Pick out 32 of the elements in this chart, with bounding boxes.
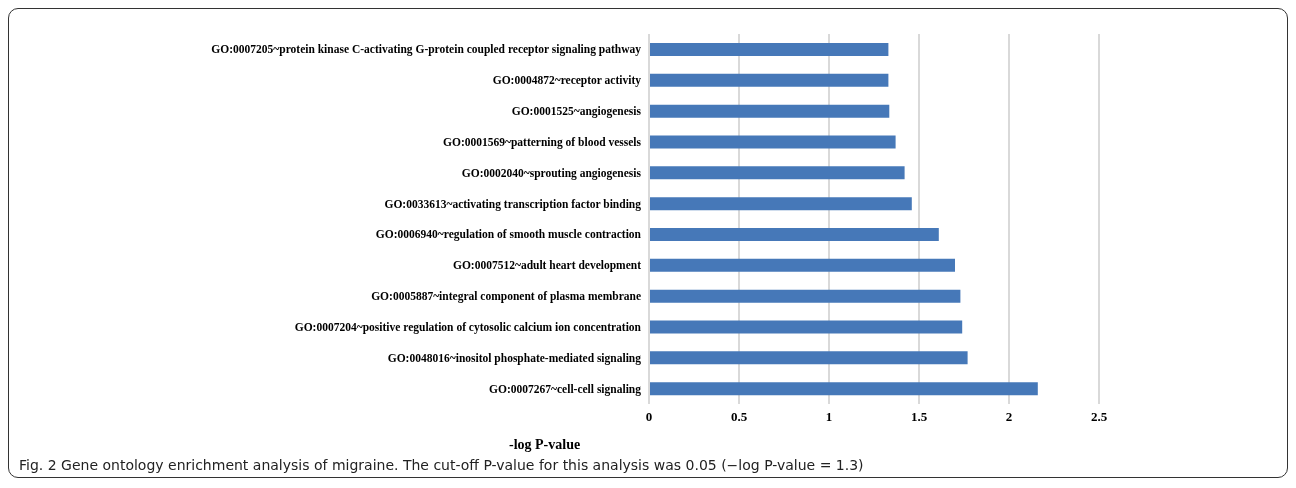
y-tick-label: GO:0033613~activating transcription factor binding: [384, 197, 642, 211]
y-tick-label: GO:0004872~receptor activity: [492, 74, 642, 88]
bar: [649, 73, 889, 87]
x-tick-label: 2: [1005, 409, 1013, 425]
y-tick-label: GO:0007204~positive regulation of cytosolic calcium ion concentration: [294, 321, 642, 334]
y-tick-label: GO:0007205~protein kinase C-activating G-protein coupled receptor signaling pathway: [211, 43, 642, 57]
x-axis-title: -log P-value: [509, 437, 581, 453]
bar: [649, 166, 905, 180]
y-tick-label: GO:0005887~integral component of plasma membrane: [371, 290, 641, 304]
bar: [649, 258, 955, 272]
bar: [649, 197, 912, 211]
y-tick-label: GO:0006940~regulation of smooth muscle contraction: [375, 228, 642, 242]
bar: [649, 104, 890, 118]
bar: [649, 135, 896, 149]
bar: [649, 43, 889, 56]
bar: [649, 351, 968, 365]
x-tick-label: 1: [825, 409, 833, 425]
x-tick-label: 0.5: [730, 409, 748, 425]
x-tick-label: 1.5: [910, 409, 928, 425]
bar: [649, 289, 961, 303]
bar: [649, 228, 939, 241]
x-tick-label: 0: [645, 409, 653, 425]
y-tick-label: GO:0001569~patterning of blood vessels: [443, 136, 642, 149]
y-tick-label: GO:0048016~inositol phosphate-mediated signaling: [387, 351, 642, 365]
x-tick-label: 2.5: [1090, 409, 1108, 425]
bar: [649, 382, 1038, 396]
y-tick-label: GO:0001525~angiogenesis: [511, 105, 642, 119]
bar: [649, 320, 963, 334]
y-tick-label: GO:0007267~cell-cell signaling: [489, 382, 642, 396]
y-tick-label: GO:0007512~adult heart development: [452, 259, 642, 273]
y-tick-label: GO:0002040~sprouting angiogenesis: [461, 166, 642, 180]
caption: Fig. 2 Gene ontology enrichment analysis of migraine. The cut-off P-value for this analysis was 0.05 (−log P-value = 1.3): [19, 457, 864, 473]
